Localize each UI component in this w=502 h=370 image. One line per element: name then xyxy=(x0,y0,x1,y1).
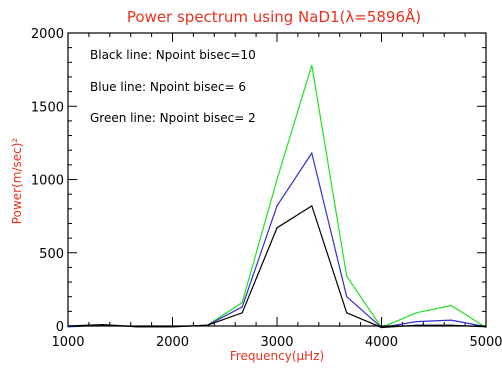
data-point xyxy=(450,304,452,307)
data-point xyxy=(346,296,348,298)
data-point xyxy=(346,312,348,314)
x-tick-label: 1000 xyxy=(51,335,84,350)
x-tick-label: 5000 xyxy=(469,335,502,350)
y-tick-label: 500 xyxy=(39,247,64,262)
data-point xyxy=(102,323,104,326)
y-tick-label: 1000 xyxy=(31,174,64,189)
chart-title: Power spectrum using NaD1(λ=5896Å) xyxy=(127,7,421,26)
data-point xyxy=(415,321,417,323)
x-tick-label: 4000 xyxy=(365,335,398,350)
x-tick-label: 3000 xyxy=(260,335,293,350)
data-point xyxy=(241,312,243,314)
data-point xyxy=(241,306,243,308)
series-lines xyxy=(67,64,487,329)
y-axis-label: Power(m/sec)² xyxy=(10,138,24,225)
data-point xyxy=(311,205,313,207)
data-point xyxy=(276,227,278,229)
y-tick-label: 2000 xyxy=(31,27,64,42)
series-line-2 xyxy=(67,204,487,329)
data-point xyxy=(311,64,313,66)
annotation-blue-line: Blue line: Npoint bisec= 6 xyxy=(90,80,246,94)
data-point xyxy=(276,178,278,181)
data-point xyxy=(380,326,383,329)
annotation-black-line: Black line: Npoint bisec=10 xyxy=(90,48,256,62)
series-line-0 xyxy=(67,65,487,329)
axis-ticks: 1000 2000 3000 4000 5000 0 500 1000 1500 2000 xyxy=(31,27,502,350)
plot-frame xyxy=(67,32,487,327)
data-point xyxy=(450,319,452,321)
y-tick-label: 0 xyxy=(56,320,64,335)
data-point xyxy=(276,205,278,207)
data-point xyxy=(346,275,348,277)
y-tick-label: 1500 xyxy=(31,100,64,115)
x-tick-label: 2000 xyxy=(156,335,189,350)
annotation-green-line: Green line: Npoint bisec= 2 xyxy=(90,111,256,125)
data-point xyxy=(311,152,313,154)
data-point xyxy=(415,312,417,314)
x-axis-label: Frequency(μHz) xyxy=(230,349,324,363)
data-point xyxy=(241,301,243,304)
